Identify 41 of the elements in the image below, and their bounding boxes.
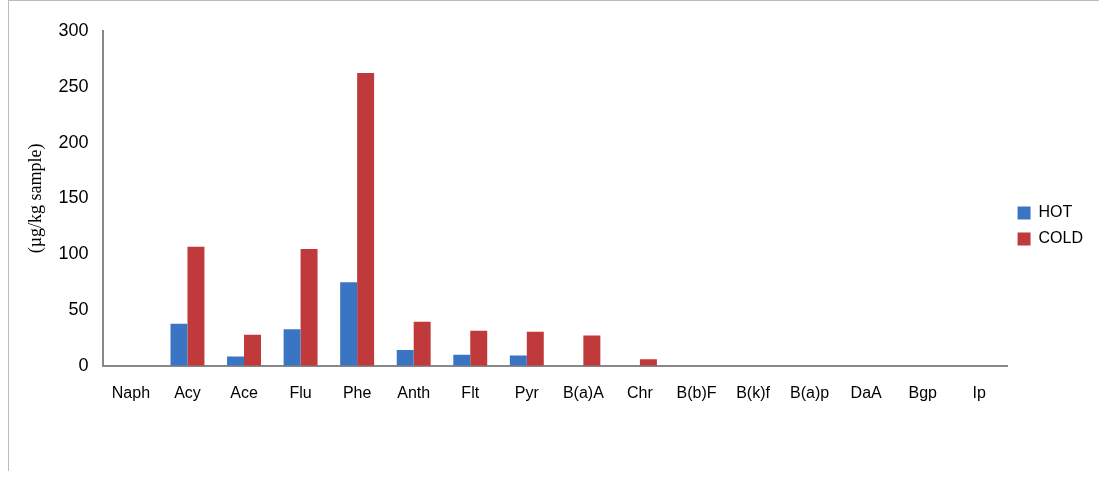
x-tick-label: Ip [972, 383, 987, 401]
y-tick-label: 0 [78, 354, 89, 375]
bar [340, 282, 358, 366]
legend-label: HOT [1038, 203, 1073, 221]
bar [453, 354, 471, 366]
x-tick-label: DaA [850, 383, 883, 401]
y-tick-label: 200 [58, 131, 89, 152]
bar [526, 331, 544, 366]
bar [583, 335, 601, 366]
x-tick-label: Naph [111, 383, 151, 401]
x-tick-label: B(a)A [562, 383, 605, 401]
y-tick-label: 50 [68, 298, 89, 319]
x-tick-label: Pyr [514, 383, 540, 401]
x-tick-label: Phe [342, 383, 372, 401]
x-tick-label: Anth [397, 383, 431, 401]
bar [357, 72, 375, 366]
x-tick-label: B(b)F [676, 383, 717, 401]
bar [244, 334, 261, 366]
y-tick-label: 250 [58, 75, 89, 96]
x-tick-label: Flt [461, 383, 480, 401]
x-tick-label: Acy [174, 383, 201, 401]
bar [227, 356, 245, 366]
bar [396, 349, 414, 366]
bar [470, 330, 488, 366]
bar [413, 321, 431, 366]
bar [283, 329, 301, 366]
x-tick-label: Chr [627, 383, 654, 401]
y-tick-label: 100 [58, 243, 89, 264]
x-tick-label: B(a)p [790, 383, 830, 401]
bar [187, 246, 205, 366]
y-tick-label: 150 [58, 187, 89, 208]
x-tick-label: Bgp [908, 383, 938, 401]
legend-label: COLD [1038, 229, 1083, 247]
bar [639, 359, 657, 366]
x-tick-label: B(k)f [736, 383, 771, 401]
x-tick-label: Ace [230, 383, 258, 401]
bar [170, 323, 188, 366]
y-tick-label: 300 [58, 19, 89, 40]
x-tick-label: Flu [289, 383, 312, 401]
bar [300, 248, 318, 366]
y-axis-title: (µg/kg sample) [24, 143, 46, 254]
